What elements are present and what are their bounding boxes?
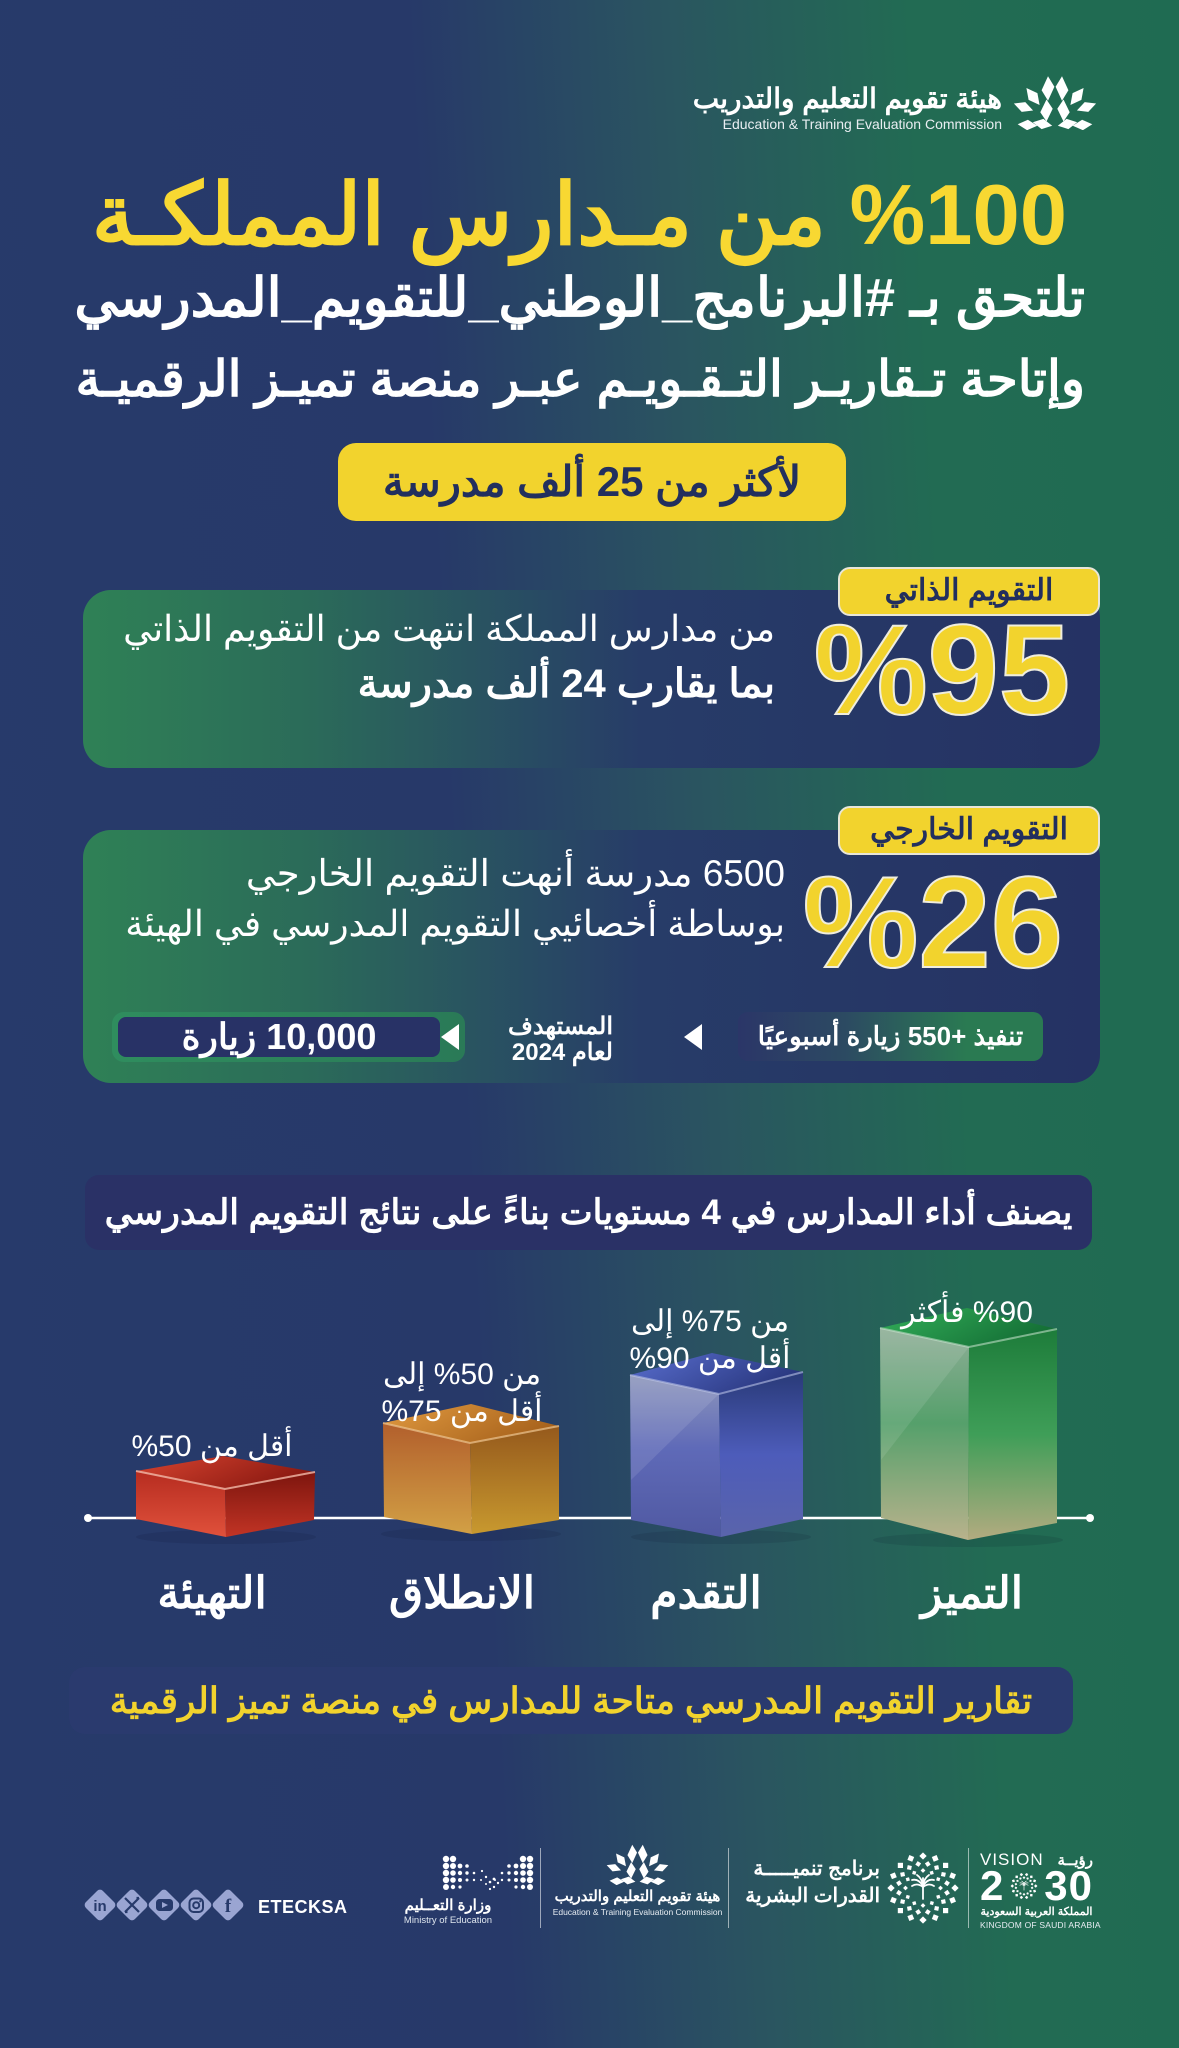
svg-text:Ministry of Education: Ministry of Education	[404, 1915, 492, 1926]
svg-text:in: in	[93, 1898, 106, 1915]
svg-text:f: f	[225, 1896, 232, 1917]
svg-text:وزارة التعــليم: وزارة التعــليم	[405, 1897, 492, 1914]
